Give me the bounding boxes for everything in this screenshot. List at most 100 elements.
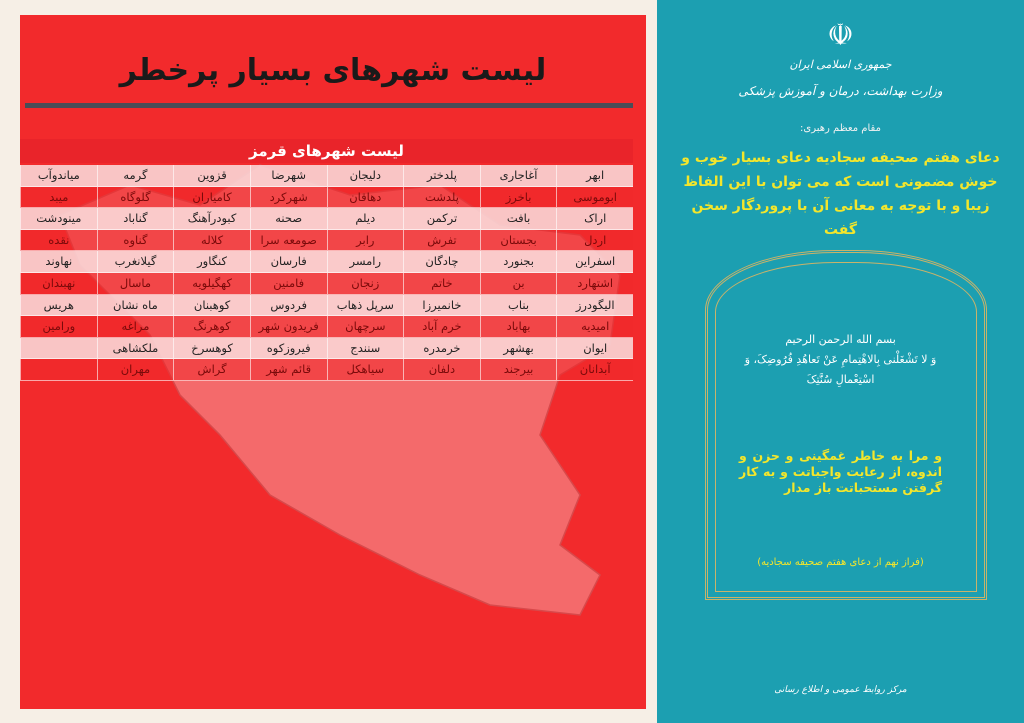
city-cell: سرچهان <box>326 316 404 338</box>
city-cell: ماه نشان <box>96 294 174 317</box>
table-row: اسفراین بجنورد چادگان رامسر فارسان کنگاور گیلا… <box>20 251 633 273</box>
city-cell: رامسر <box>326 251 404 273</box>
city-cell: شهرکرد <box>249 186 327 209</box>
table-row: اشتهارد بن خاتم زنجان فامنین کهگیلویه ماسال نهب… <box>20 272 633 295</box>
city-cell: فیروزکوه <box>249 337 327 360</box>
city-cell: قزوین <box>173 165 250 187</box>
footer-label: مرکز روابط عمومی و اطلاع رسانی <box>774 685 907 695</box>
prayer-source: (فراز نهم از دعای هفتم صحیفه سجادیه) <box>757 557 924 568</box>
city-cell: کوهرنگ <box>173 316 250 338</box>
city-cell: صحنه <box>249 208 327 230</box>
prayer-text: وَ لا تَشْغَلْنی بِالاهْتِمامِ عَنْ تَعا… <box>744 353 937 386</box>
city-cell: میاندوآب <box>20 165 97 187</box>
city-cell: بناب <box>479 294 557 317</box>
city-cell: ابوموسی <box>556 186 633 209</box>
city-cell: خرم آباد <box>403 316 480 338</box>
city-cell: ورامین <box>20 316 97 338</box>
city-cell: ترکمن <box>403 208 480 230</box>
page-title: لیست شهرهای بسیار پرخطر <box>119 53 547 88</box>
city-cell: دلفان <box>403 359 480 381</box>
city-cell: کبودرآهنگ <box>173 208 250 230</box>
city-cell: تفرش <box>403 229 480 252</box>
city-cell: گلوگاه <box>96 186 174 209</box>
city-cell: دهاقان <box>326 186 404 209</box>
city-cell: پلدشت <box>403 186 480 209</box>
city-cell: ماسال <box>96 272 174 295</box>
city-cell: دلیجان <box>326 165 404 187</box>
city-cell: اردل <box>556 229 633 252</box>
city-cell: گیلانغرب <box>96 251 174 273</box>
city-cell: سرپل ذهاب <box>326 294 404 317</box>
city-cell: اراک <box>556 208 633 230</box>
city-cell: نقده <box>20 229 97 252</box>
city-cell: کامیاران <box>173 186 250 209</box>
republic-label: جمهوری اسلامی ایران <box>789 58 892 71</box>
prayer-translation: و مرا به خاطر غمگینی و حزن و اندوه، از ر… <box>739 448 942 495</box>
city-cell: بجستان <box>479 229 557 252</box>
city-cell: کوهسرخ <box>173 337 250 360</box>
city-cell: بیرجند <box>479 359 557 381</box>
city-cell: امیدیه <box>556 316 633 338</box>
leader-quote: دعای هفتم صحیفه سجادیه دعای بسیار خوب و … <box>681 150 1000 238</box>
city-cell: شهرضا <box>249 165 327 187</box>
city-cell: هریس <box>20 294 97 317</box>
city-cell: گراش <box>173 359 250 381</box>
table-row: ابوموسی باخرز پلدشت دهاقان شهرکرد کامیاران گلو… <box>20 186 633 209</box>
city-cell: آبدانان <box>556 359 633 381</box>
city-cell: ملکشاهی <box>96 337 174 360</box>
city-cell: کلاله <box>173 229 250 252</box>
city-cell: مراغه <box>96 316 174 338</box>
red-cities-panel: لیست شهرهای بسیار پرخطر لیست شهرهای قرمز… <box>20 15 646 709</box>
table-row: ابهر آغاجاری پلدختر دلیجان شهرضا قزوین گرمه میا… <box>20 165 633 187</box>
city-cell: بهاباد <box>479 316 557 338</box>
city-cell: نهاوند <box>20 251 97 273</box>
divider <box>25 103 633 108</box>
table-title: لیست شهرهای قرمز <box>20 139 633 163</box>
city-cell: آغاجاری <box>479 165 557 187</box>
city-cell: قائم شهر <box>249 359 327 381</box>
city-cell: چادگان <box>403 251 480 273</box>
quote-lead: مقام معظم رهبری: <box>800 123 881 134</box>
city-cell: کنگاور <box>173 251 250 273</box>
city-cell: پلدختر <box>403 165 480 187</box>
city-cell: کوهبنان <box>173 294 250 317</box>
city-cell: گناوه <box>96 229 174 252</box>
city-cell: اشتهارد <box>556 272 633 295</box>
cities-table: ابهر آغاجاری پلدختر دلیجان شهرضا قزوین گرمه میا… <box>20 165 633 381</box>
ministry-label: وزارت بهداشت، درمان و آموزش پزشکی <box>738 84 943 98</box>
city-cell: مینودشت <box>20 208 97 230</box>
arch-frame <box>705 250 987 600</box>
city-cell: ابهر <box>556 165 633 187</box>
table-row: ایوان بهشهر خرمدره سنندج فیروزکوه کوهسرخ ملکشا… <box>20 337 633 360</box>
city-cell <box>20 337 97 360</box>
city-cell: بهشهر <box>479 337 557 360</box>
city-cell: گرمه <box>96 165 174 187</box>
city-cell: خرمدره <box>403 337 480 360</box>
city-cell: سیاهکل <box>326 359 404 381</box>
city-cell: الیگودرز <box>556 294 633 317</box>
city-cell: فارسان <box>249 251 327 273</box>
city-cell: دیلم <box>326 208 404 230</box>
city-cell: صومعه سرا <box>249 229 327 252</box>
city-cell: فامنین <box>249 272 327 295</box>
city-cell: گناباد <box>96 208 174 230</box>
city-cell: فردوس <box>249 294 327 317</box>
city-cell: زنجان <box>326 272 404 295</box>
table-row: اردل بجستان تفرش رابر صومعه سرا کلاله گناوه نقد… <box>20 229 633 252</box>
city-cell: خاتم <box>403 272 480 295</box>
city-cell: بن <box>479 272 557 295</box>
table-row: الیگودرز بناب خانمیرزا سرپل ذهاب فردوس کوهبنا… <box>20 294 633 317</box>
city-cell: کهگیلویه <box>173 272 250 295</box>
city-cell: بافت <box>479 208 557 230</box>
iran-emblem-icon: ☫ <box>827 18 854 53</box>
city-cell: سنندج <box>326 337 404 360</box>
arch-frame-inner <box>715 262 977 592</box>
city-cell: مهران <box>96 359 174 381</box>
table-row: اراک بافت ترکمن دیلم صحنه کبودرآهنگ گناباد مینو… <box>20 208 633 230</box>
basmala: بسم الله الرحمن الرحیم <box>785 333 896 346</box>
city-cell: بجنورد <box>479 251 557 273</box>
message-panel: ☫ جمهوری اسلامی ایران وزارت بهداشت، درما… <box>657 0 1024 723</box>
city-cell: خانمیرزا <box>403 294 480 317</box>
city-cell <box>20 359 97 381</box>
city-cell: میبد <box>20 186 97 209</box>
